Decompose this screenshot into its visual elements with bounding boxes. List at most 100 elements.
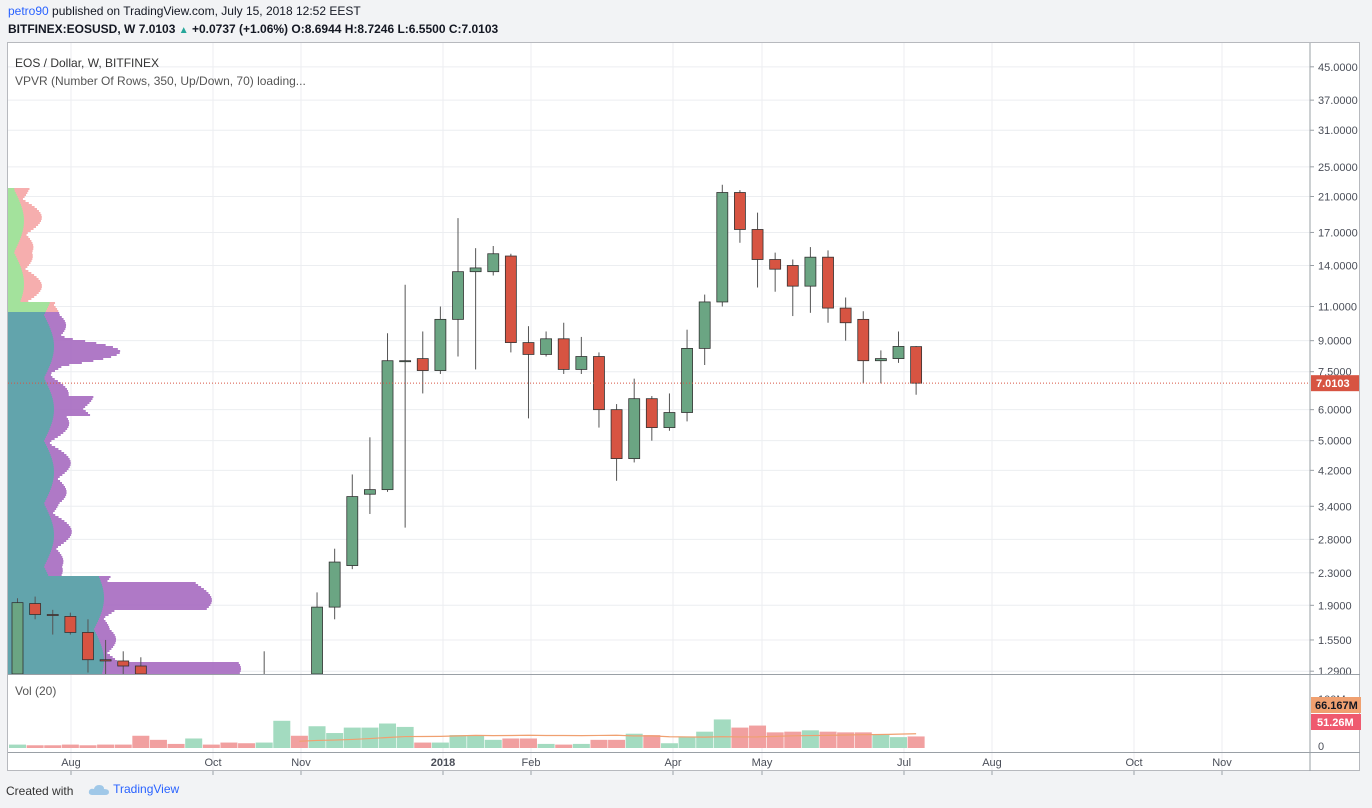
candle-body bbox=[434, 318, 447, 371]
volume-profile-bar-buy bbox=[8, 456, 52, 458]
volume-profile-bar-buy bbox=[8, 540, 54, 542]
candle-body bbox=[681, 348, 693, 413]
candle-body bbox=[452, 271, 464, 320]
price-tick-label: 17.0000 bbox=[1318, 227, 1358, 239]
price-tick-label: 3.4000 bbox=[1318, 501, 1352, 513]
change-up-icon: ▲ bbox=[178, 25, 189, 36]
candle-body bbox=[822, 256, 834, 309]
volume-profile-bar-buy bbox=[8, 478, 54, 480]
candle-body bbox=[751, 229, 764, 260]
volume-profile-bar-sell bbox=[8, 292, 39, 294]
time-tick-label: Feb bbox=[522, 757, 541, 769]
volume-profile-bar-buy bbox=[8, 344, 54, 346]
volume-profile-bar-buy bbox=[8, 404, 54, 406]
volume-profile-bar-buy bbox=[8, 462, 53, 464]
last-price: 7.0103 bbox=[138, 22, 176, 36]
published-text: published on TradingView.com, July 15, 2… bbox=[52, 4, 361, 18]
volume-profile-bar-buy bbox=[8, 536, 54, 538]
candle-body bbox=[804, 256, 817, 287]
volume-profile-bar-buy bbox=[8, 562, 46, 564]
volume-profile-bar-buy bbox=[8, 300, 21, 302]
volume-tick-label: 0 bbox=[1318, 741, 1324, 753]
volume-bar bbox=[854, 732, 872, 748]
candle-body bbox=[522, 342, 535, 355]
volume-profile-bar-buy bbox=[8, 274, 24, 276]
publish-info: petro90 published on TradingView.com, Ju… bbox=[8, 4, 361, 18]
time-tick-label: Oct bbox=[204, 757, 221, 769]
volume-profile-bar-buy bbox=[8, 528, 54, 530]
volume-profile-bar-buy bbox=[8, 342, 54, 344]
volume-profile-bar-buy bbox=[8, 514, 50, 516]
volume-profile-bar-buy bbox=[8, 390, 51, 392]
volume-profile-bar-buy bbox=[8, 350, 54, 352]
volume-profile-bar-buy bbox=[8, 664, 104, 666]
volume-profile-bar-buy bbox=[8, 474, 54, 476]
volume-profile-bar-sell bbox=[8, 600, 212, 602]
volume-profile-bar-buy bbox=[8, 304, 49, 306]
volume-profile-bar-buy bbox=[8, 196, 18, 198]
author-link[interactable]: petro90 bbox=[8, 4, 49, 18]
volume-profile-bar-sell bbox=[8, 248, 34, 250]
ohlc-values: O:8.6944 H:8.7246 L:6.5500 C:7.0103 bbox=[291, 22, 499, 36]
volume-bar bbox=[290, 735, 308, 748]
volume-profile-bar-buy bbox=[8, 276, 24, 278]
volume-profile-bar-buy bbox=[8, 188, 15, 190]
volume-profile-bar-buy bbox=[8, 636, 98, 638]
volume-profile-bar-buy bbox=[8, 260, 19, 262]
candle-body bbox=[610, 409, 623, 460]
price-tick-label: 9.0000 bbox=[1318, 336, 1352, 348]
candle-body bbox=[399, 360, 412, 363]
volume-profile-bar-buy bbox=[8, 398, 53, 400]
volume-profile-bar-buy bbox=[8, 568, 46, 570]
volume-profile-bar-buy bbox=[8, 412, 54, 414]
volume-profile-bar-sell bbox=[8, 242, 33, 244]
volume-value-badge bbox=[1311, 714, 1361, 730]
candle-body bbox=[46, 614, 59, 616]
volume-bar bbox=[819, 731, 837, 748]
volume-profile-bar-buy bbox=[8, 410, 54, 412]
volume-profile-bar-buy bbox=[8, 312, 46, 314]
volume-profile-bar-buy bbox=[8, 308, 48, 310]
volume-profile-bar-sell bbox=[8, 346, 113, 348]
volume-profile-bar-sell bbox=[8, 218, 42, 220]
volume-profile-bar-sell bbox=[8, 258, 33, 260]
volume-profile-bar-buy bbox=[8, 556, 49, 558]
volume-profile-bar-buy bbox=[8, 218, 24, 220]
volume-profile-bar-buy bbox=[8, 492, 50, 494]
volume-profile-bar-buy bbox=[8, 642, 101, 644]
volume-bar bbox=[907, 736, 925, 748]
volume-bar bbox=[149, 739, 167, 748]
volume-profile-bar-buy bbox=[8, 578, 100, 580]
volume-profile-bar-buy bbox=[8, 596, 104, 598]
volume-bar bbox=[167, 743, 185, 748]
price-tick-label: 25.0000 bbox=[1318, 162, 1358, 174]
volume-profile-bar-buy bbox=[8, 652, 104, 654]
tradingview-link[interactable]: TradingView bbox=[88, 782, 179, 796]
volume-profile-bar-buy bbox=[8, 448, 48, 450]
volume-bar bbox=[431, 742, 449, 748]
volume-profile-bar-buy bbox=[8, 464, 54, 466]
price-tick-label: 2.3000 bbox=[1318, 568, 1352, 580]
price-tick-label: 1.5500 bbox=[1318, 635, 1352, 647]
volume-profile-bar-buy bbox=[8, 436, 46, 438]
volume-profile-bar-buy bbox=[8, 288, 24, 290]
volume-profile-bar-buy bbox=[8, 248, 16, 250]
volume-profile-bar-sell bbox=[8, 260, 32, 262]
volume-profile-bar-buy bbox=[8, 508, 47, 510]
candle-body bbox=[839, 307, 852, 324]
volume-profile-bar-buy bbox=[8, 672, 103, 674]
tradingview-cloud-icon bbox=[88, 784, 109, 795]
price-tick-label: 1.2900 bbox=[1318, 666, 1352, 678]
volume-profile-bar-sell bbox=[8, 210, 39, 212]
volume-profile-bar-buy bbox=[8, 634, 97, 636]
candlestick-series bbox=[11, 184, 923, 675]
price-tick-label: 5.0000 bbox=[1318, 436, 1352, 448]
volume-profile-bar-buy bbox=[8, 200, 20, 202]
volume-profile-bar-sell bbox=[8, 594, 211, 596]
volume-bar bbox=[414, 742, 432, 748]
candle-body bbox=[99, 659, 112, 662]
volume-profile-bar-buy bbox=[8, 608, 103, 610]
volume-profile-bar-buy bbox=[8, 640, 100, 642]
volume-bar bbox=[79, 745, 97, 748]
